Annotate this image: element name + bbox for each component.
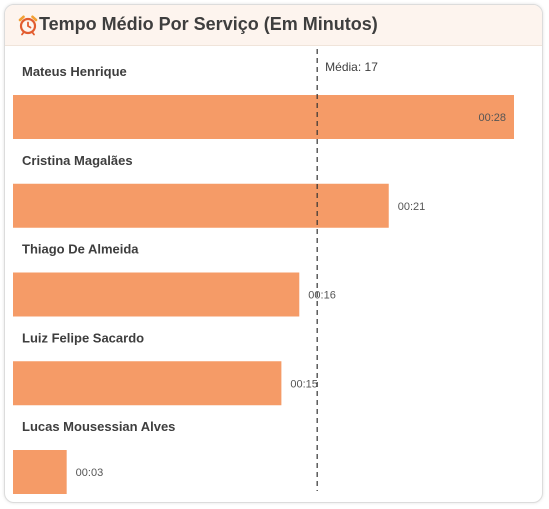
category-label: Luiz Felipe Sacardo — [22, 330, 144, 345]
bar — [13, 183, 389, 228]
data-label: 00:03 — [76, 467, 104, 479]
bar — [13, 450, 67, 494]
bar-chart: Mateus Henrique 00:28 Cristina Magalães 00:… — [13, 49, 514, 494]
data-label: 00:16 — [308, 290, 336, 302]
bar — [13, 361, 282, 406]
bar — [13, 272, 300, 317]
average-label: Média: 17 — [325, 60, 378, 74]
data-label: 00:28 — [478, 112, 506, 124]
chart-card: Tempo Médio Por Serviço (Em Minutos) Mat… — [4, 4, 543, 503]
card-header: Tempo Médio Por Serviço (Em Minutos) — [5, 5, 542, 46]
alarm-clock-icon — [18, 15, 38, 36]
data-label: 00:15 — [290, 378, 318, 390]
category-label: Mateus Henrique — [22, 64, 127, 79]
chart-title: Tempo Médio Por Serviço (Em Minutos) — [39, 14, 378, 34]
bar — [13, 95, 514, 139]
data-label: 00:21 — [398, 201, 426, 213]
category-label: Thiago De Almeida — [22, 242, 139, 257]
category-label: Lucas Mousessian Alves — [22, 419, 175, 434]
category-label: Cristina Magalães — [22, 153, 133, 168]
